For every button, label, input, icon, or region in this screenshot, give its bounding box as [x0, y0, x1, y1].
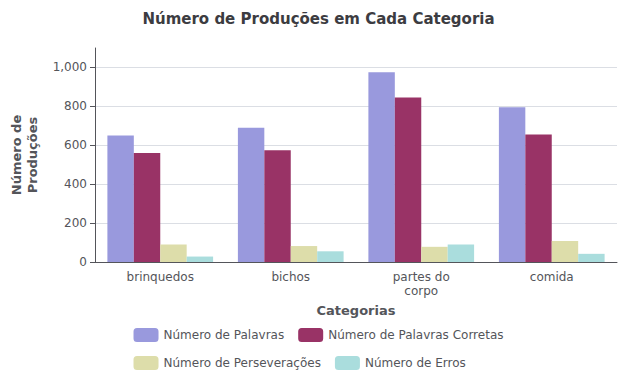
svg-text:Número de Perseverações: Número de Perseverações: [164, 356, 321, 370]
svg-text:comida: comida: [530, 270, 574, 284]
svg-text:400: 400: [64, 177, 87, 191]
svg-text:brinquedos: brinquedos: [127, 270, 194, 284]
svg-text:1,000: 1,000: [53, 60, 87, 74]
svg-text:Número de Erros: Número de Erros: [365, 356, 466, 370]
svg-text:corpo: corpo: [404, 284, 438, 298]
svg-text:bichos: bichos: [271, 270, 310, 284]
svg-text:partes do: partes do: [393, 270, 450, 284]
svg-text:200: 200: [64, 216, 87, 230]
svg-text:0: 0: [79, 255, 87, 269]
svg-text:Número de Produções em Cada Ca: Número de Produções em Cada Categoria: [142, 10, 494, 28]
svg-text:Número de Palavras Corretas: Número de Palavras Corretas: [328, 328, 503, 342]
svg-text:Categorias: Categorias: [317, 303, 396, 318]
svg-text:Produções: Produções: [25, 116, 40, 193]
svg-text:800: 800: [64, 99, 87, 113]
svg-text:Número de Palavras: Número de Palavras: [164, 328, 285, 342]
svg-text:Número de: Número de: [9, 115, 24, 196]
svg-text:600: 600: [64, 138, 87, 152]
